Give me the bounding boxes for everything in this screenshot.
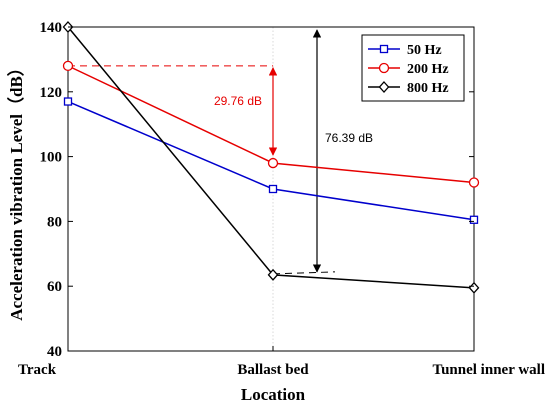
legend-marker-50hz	[379, 44, 389, 54]
plot-frame	[67, 26, 475, 352]
annotation-29-76: 29.76 dB	[214, 94, 262, 108]
data-point-200hz-0	[62, 60, 74, 72]
y-ticks: 40 60 80 100 120 140	[40, 20, 474, 360]
data-point-50hz-0	[63, 97, 73, 106]
plot-border	[67, 26, 475, 352]
y-tick-label-100: 100	[40, 150, 63, 166]
x-axis-title: Location	[241, 385, 306, 404]
legend-marker-800hz	[378, 81, 390, 93]
y-tick-label-120: 120	[40, 85, 63, 101]
y-tick-label-60: 60	[47, 279, 62, 295]
x-tick-label-2: Tunnel inner wall	[432, 362, 545, 378]
legend-label-800hz: 800 Hz	[407, 81, 449, 96]
data-point-800hz-2	[468, 281, 480, 294]
y-tick-label-40: 40	[47, 344, 62, 360]
series-layer	[62, 21, 480, 294]
annotation-76-39: 76.39 dB	[325, 131, 373, 145]
x-ticks: Track Ballast bed Tunnel inner wall	[18, 346, 545, 378]
y-tick-label-140: 140	[40, 20, 63, 36]
reference-dash-800hz	[272, 271, 336, 275]
legend-label-200hz: 200 Hz	[407, 62, 449, 77]
data-point-50hz-1	[268, 184, 278, 194]
y-tick-label-80: 80	[47, 214, 62, 230]
data-point-200hz-1	[267, 157, 279, 169]
y-axis-title: Acceleration vibration Level（dB）	[6, 59, 26, 321]
x-tick-label-1: Ballast bed	[237, 362, 309, 378]
legend: 50 Hz 200 Hz 800 Hz	[361, 34, 465, 102]
x-tick-label-0: Track	[18, 362, 57, 378]
legend-label-50hz: 50 Hz	[407, 43, 442, 58]
legend-marker-200hz	[378, 62, 390, 74]
data-point-50hz-2	[469, 215, 479, 224]
data-point-800hz-1	[267, 268, 279, 281]
data-point-200hz-2	[468, 177, 480, 188]
annotation-layer: 29.76 dB 76.39 dB	[68, 29, 373, 275]
